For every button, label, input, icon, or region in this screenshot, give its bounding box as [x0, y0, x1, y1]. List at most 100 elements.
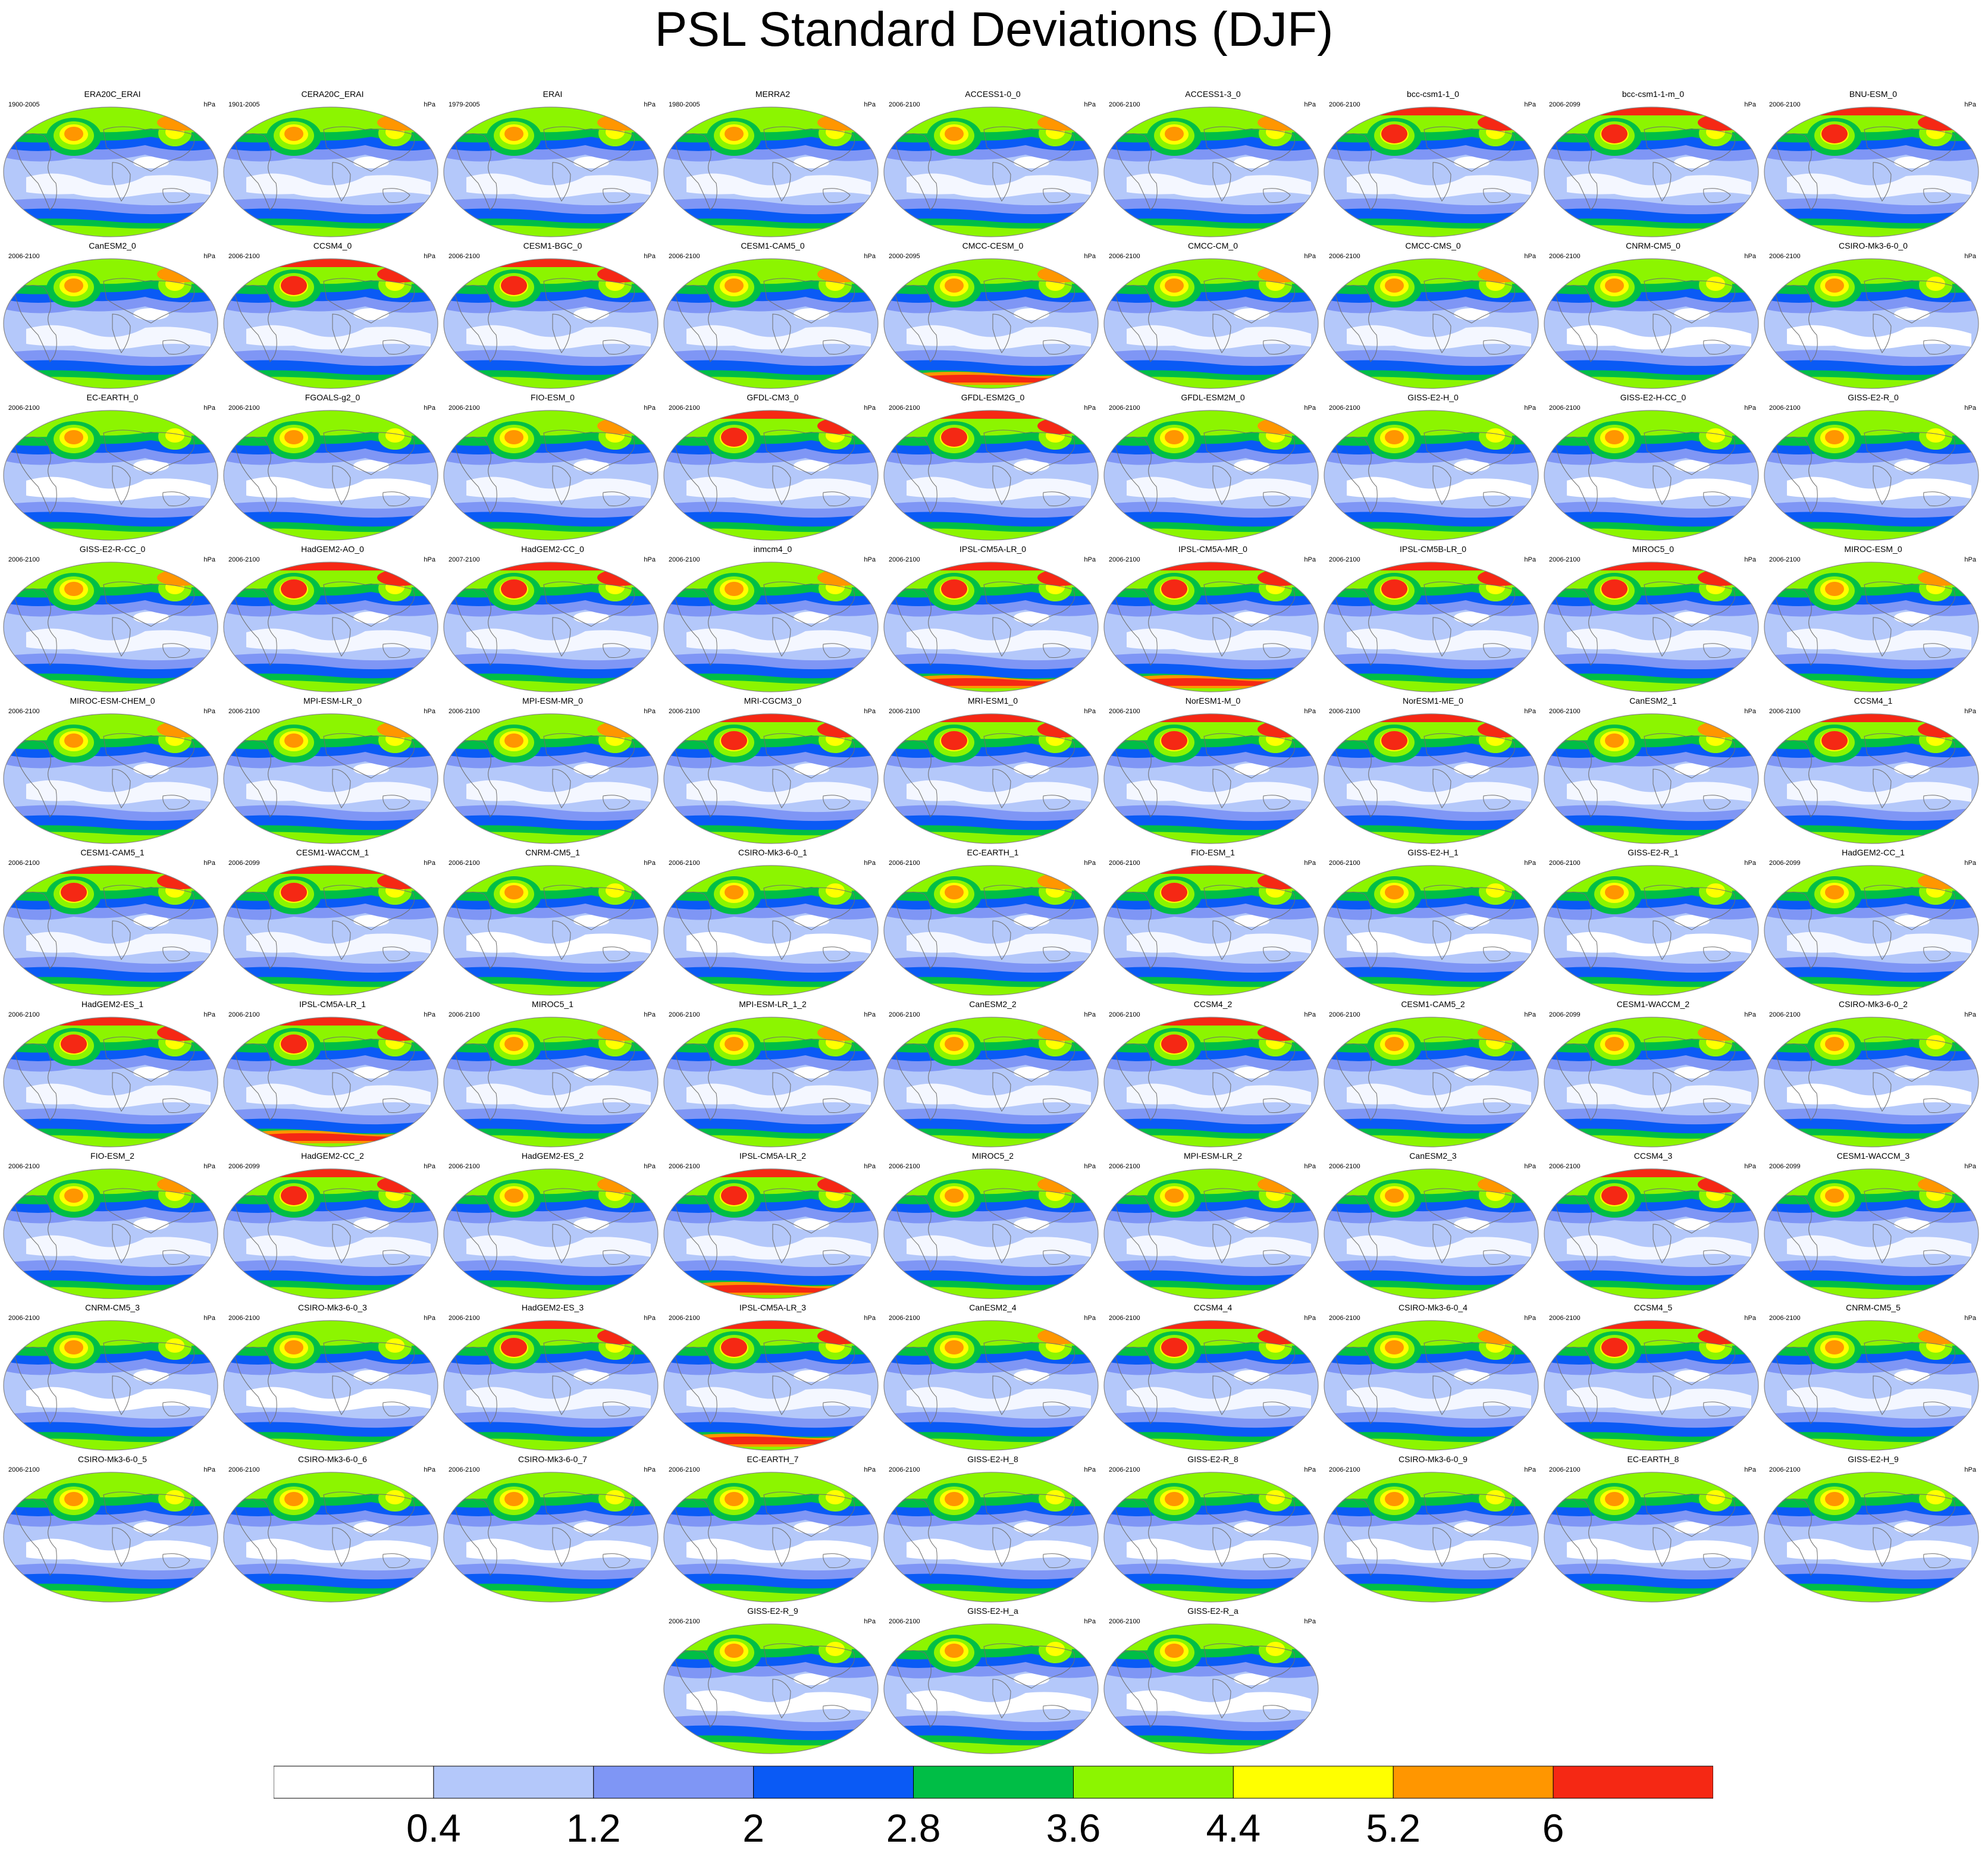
panel-period: 1979-2005	[449, 101, 480, 108]
panel-unit: hPa	[644, 860, 656, 867]
map-panel: EC-EARTH_8 2006-2100 hPa	[1543, 1454, 1763, 1606]
panel-period: 2006-2100	[449, 405, 480, 412]
panel-period: 2006-2100	[1769, 1011, 1801, 1018]
panel-title: GISS-E2-R_a	[1187, 1606, 1238, 1616]
panel-title: CESM1-WACCM_1	[296, 848, 369, 857]
world-map	[223, 1168, 438, 1299]
panel-title: FIO-ESM_1	[1191, 848, 1235, 857]
map-panel: MIROC5_0 2006-2100 hPa	[1543, 544, 1763, 696]
map-panel: CCSM4_4 2006-2100 hPa	[1103, 1303, 1323, 1454]
panel-unit: hPa	[864, 1466, 876, 1473]
panel-title: BNU-ESM_0	[1849, 89, 1898, 99]
panel-title: CESM1-BGC_0	[523, 241, 582, 250]
panel-unit: hPa	[203, 708, 215, 715]
world-map	[883, 713, 1099, 844]
panel-title: HadGEM2-CC_0	[521, 544, 584, 554]
map-panel: CESM1-WACCM_2 2006-2099 hPa	[1543, 999, 1763, 1151]
panel-unit: hPa	[1524, 1315, 1536, 1322]
panel-period: 1980-2005	[669, 101, 700, 108]
map-panel: MIROC5_1 2006-2100 hPa	[443, 999, 663, 1151]
panel-title: GISS-E2-H_8	[967, 1454, 1018, 1464]
panel-unit: hPa	[1964, 1011, 1976, 1018]
map-panel: CSIRO-Mk3-6-0_3 2006-2100 hPa	[222, 1303, 443, 1454]
panel-period: 2006-2100	[1109, 1466, 1140, 1473]
colorbar-tick-label: 2.8	[886, 1806, 941, 1850]
panel-unit: hPa	[1084, 860, 1096, 867]
panel-period: 2006-2099	[1549, 1011, 1581, 1018]
world-map	[1103, 106, 1319, 237]
map-panel: CMCC-CM_0 2006-2100 hPa	[1103, 241, 1323, 393]
panel-unit: hPa	[864, 708, 876, 715]
panel-unit: hPa	[424, 860, 435, 867]
panel-period: 2006-2100	[889, 405, 920, 412]
panel-period: 2006-2100	[1329, 405, 1360, 412]
panel-unit: hPa	[1964, 1466, 1976, 1473]
panel-title: CERA20C_ERAI	[301, 89, 364, 99]
panel-unit: hPa	[864, 556, 876, 563]
panel-period: 2006-2100	[889, 1315, 920, 1322]
map-panel: CCSM4_5 2006-2100 hPa	[1543, 1303, 1763, 1454]
panel-period: 2006-2100	[669, 708, 700, 715]
panel-period: 2006-2100	[1769, 1315, 1801, 1322]
panel-title: EC-EARTH_1	[967, 848, 1019, 857]
panel-unit: hPa	[864, 253, 876, 260]
panel-title: GISS-E2-H_a	[967, 1606, 1018, 1616]
map-panel: CNRM-CM5_1 2006-2100 hPa	[443, 848, 663, 999]
panel-title: CESM1-CAM5_0	[741, 241, 805, 250]
panel-unit: hPa	[203, 1466, 215, 1473]
panel-unit: hPa	[203, 1315, 215, 1322]
panel-title: ERAI	[543, 89, 563, 99]
colorbar-swatch	[1073, 1766, 1234, 1799]
panel-unit: hPa	[1524, 860, 1536, 867]
panel-unit: hPa	[1084, 101, 1096, 108]
colorbar-tick-label: 2	[742, 1806, 765, 1850]
world-map	[3, 1472, 218, 1603]
map-panel: CSIRO-Mk3-6-0_0 2006-2100 hPa	[1763, 241, 1983, 393]
map-panel: FIO-ESM_0 2006-2100 hPa	[443, 393, 663, 544]
panel-period: 2006-2100	[669, 860, 700, 867]
panel-title: CanESM2_2	[969, 999, 1017, 1009]
panel-unit: hPa	[1084, 1163, 1096, 1170]
panel-title: CanESM2_3	[1409, 1151, 1457, 1161]
world-map	[1103, 1017, 1319, 1147]
panel-unit: hPa	[864, 860, 876, 867]
panel-period: 2006-2100	[1109, 405, 1140, 412]
world-map	[3, 562, 218, 692]
map-panel: GISS-E2-H_1 2006-2100 hPa	[1323, 848, 1543, 999]
panel-period: 2006-2100	[1329, 101, 1360, 108]
world-map	[1103, 1623, 1319, 1754]
world-map	[1324, 1168, 1539, 1299]
panel-unit: hPa	[1304, 405, 1316, 412]
panel-title: CSIRO-Mk3-6-0_0	[1839, 241, 1908, 250]
panel-unit: hPa	[1524, 101, 1536, 108]
world-map	[663, 258, 879, 389]
map-panel: CanESM2_0 2006-2100 hPa	[2, 241, 222, 393]
panel-title: GISS-E2-R_8	[1187, 1454, 1238, 1464]
panel-title: FGOALS-g2_0	[305, 393, 360, 402]
panel-title: MRI-CGCM3_0	[744, 696, 802, 705]
panel-title: MPI-ESM-MR_0	[522, 696, 583, 705]
panel-title: GISS-E2-H_9	[1848, 1454, 1899, 1464]
panel-unit: hPa	[1084, 556, 1096, 563]
panel-unit: hPa	[203, 253, 215, 260]
panel-period: 2006-2100	[8, 708, 40, 715]
world-map	[1324, 106, 1539, 237]
map-panel: CSIRO-Mk3-6-0_5 2006-2100 hPa	[2, 1454, 222, 1606]
panel-unit: hPa	[864, 1011, 876, 1018]
world-map	[443, 562, 659, 692]
world-map	[1324, 1017, 1539, 1147]
panel-period: 2006-2100	[8, 1466, 40, 1473]
panel-title: GISS-E2-R-CC_0	[79, 544, 146, 554]
panel-unit: hPa	[1304, 708, 1316, 715]
panel-unit: hPa	[1084, 1011, 1096, 1018]
world-map	[1544, 1320, 1759, 1451]
panel-period: 2006-2100	[1549, 253, 1581, 260]
map-panel: GISS-E2-R_a 2006-2100 hPa	[1103, 1606, 1323, 1758]
map-panel: CCSM4_2 2006-2100 hPa	[1103, 999, 1323, 1151]
map-panel: FIO-ESM_1 2006-2100 hPa	[1103, 848, 1323, 999]
panel-title: HadGEM2-ES_1	[81, 999, 144, 1009]
panel-title: CCSM4_0	[313, 241, 352, 250]
panel-unit: hPa	[424, 556, 435, 563]
world-map	[443, 106, 659, 237]
world-map	[443, 410, 659, 541]
